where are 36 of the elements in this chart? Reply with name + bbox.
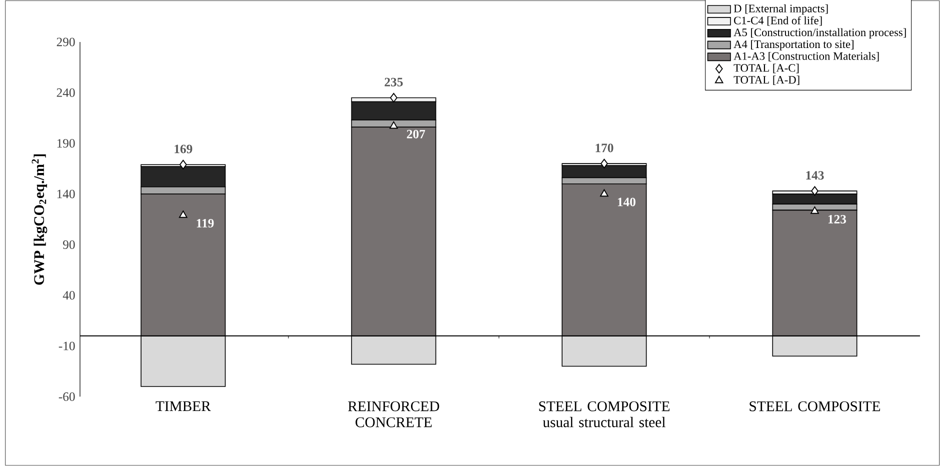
y-tick-label: 240: [56, 88, 75, 97]
x-tick-label: TIMBER: [156, 401, 211, 412]
x-tick-label: STEEL COMPOSITE: [750, 401, 880, 412]
y-tick-label: 290: [56, 38, 75, 46]
point: [810, 206, 819, 214]
point: [600, 189, 608, 197]
legend-label: A1-A3 [Construction Materials]: [734, 52, 879, 62]
y-axis-title: GWP [kgCO$_{2}$eq./m$^{2}$]: [32, 154, 48, 285]
y-tick-label: 140: [57, 190, 75, 198]
data-label: 170: [596, 144, 614, 152]
legend-label: A4 [Transportation to site]: [734, 40, 854, 50]
legend-label: D [External impacts]: [734, 4, 828, 15]
point: [178, 210, 188, 218]
y-tick-label: -60: [58, 392, 75, 401]
legend-label: A5 [Construction/installation process]: [734, 28, 906, 38]
data-label: 143: [806, 171, 824, 180]
y-tick-label: 190: [57, 139, 75, 148]
data-label: 123: [828, 214, 846, 224]
y-tick-label: 90: [63, 240, 75, 249]
point: [390, 121, 398, 129]
y-tick-label: 40: [62, 291, 75, 300]
y-tick-label: -10: [58, 342, 75, 350]
legend-label: C1-C4 [End of life]: [734, 16, 822, 26]
data-label: 140: [618, 198, 636, 206]
legend-label: TOTAL [A-C]: [734, 64, 799, 74]
data-label: 119: [196, 219, 214, 228]
legend-label: TOTAL [A-D]: [734, 76, 800, 86]
data-label: 207: [406, 130, 426, 138]
x-tick-label: REINFORCED CONCRETE: [348, 401, 440, 428]
point: [179, 160, 187, 170]
data-label: 169: [174, 144, 192, 154]
x-tick-label: STEEL COMPOSITE usual structural steel: [539, 401, 670, 428]
point: [390, 92, 398, 102]
data-label: 235: [384, 78, 403, 86]
point: [811, 186, 818, 196]
point: [600, 158, 608, 168]
